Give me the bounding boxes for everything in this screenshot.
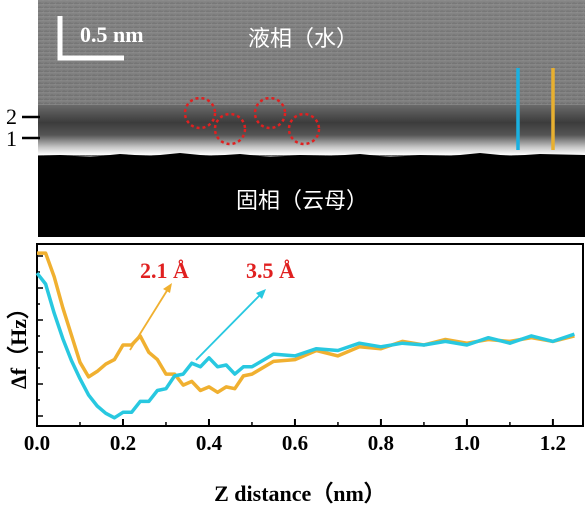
annotation-2-1-angstrom: 2.1 Å [140,258,189,283]
layer-2-label: 2 [6,104,17,129]
x-tick-label: 0.2 [110,431,136,455]
y-axis-label: Δf（Hz） [6,297,31,389]
plot-frame [36,243,584,427]
x-tick-label: 1.2 [540,431,566,455]
force-curve-chart: 0.0 0.2 0.4 0.6 0.8 1.0 1.2 2.1 Å 3.5 Å Z dist… [6,243,584,506]
scale-label: 0.5 nm [80,22,144,47]
water-molecule-circle [213,112,247,146]
annotation-3-5-angstrom: 3.5 Å [246,258,295,283]
solid-label: 固相（云母） [236,189,368,214]
scale-bar [57,16,124,61]
x-tick-label: 0.0 [24,431,50,455]
x-tick-label: 0.4 [196,431,223,455]
water-molecule-circle [287,112,321,146]
layer-1-label: 1 [6,126,17,151]
solid-region [38,153,585,237]
x-tick-label: 0.8 [368,431,394,455]
afm-image-panel: 0.5 nm 液相（水） 固相（云母） 2 1 [6,0,585,237]
liquid-label: 液相（水） [248,27,358,52]
cyan-series-line [35,272,575,420]
water-molecule-circle [253,96,287,130]
water-molecule-circle [183,96,217,130]
x-tick-label: 1.0 [454,431,480,455]
arrow-2-1-angstrom [129,288,169,351]
arrow-2-1-angstrom-head [163,283,172,293]
x-tick-label: 0.6 [282,431,308,455]
arrow-3-5-angstrom-head [256,289,266,299]
arrow-3-5-angstrom [195,294,261,361]
interface-band [38,105,585,155]
x-axis-label: Z distance（nm） [214,481,386,506]
